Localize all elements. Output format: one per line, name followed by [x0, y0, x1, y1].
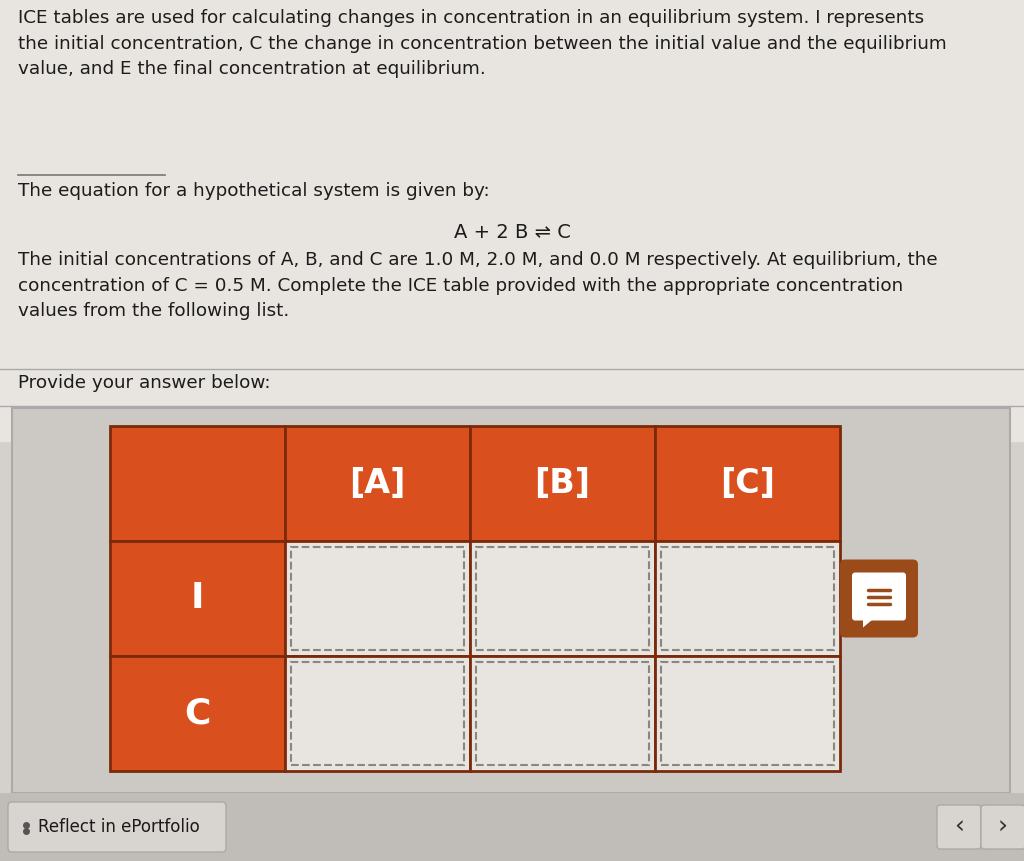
Bar [655, 426, 840, 541]
Bar [662, 662, 834, 765]
Bar [470, 656, 655, 771]
Text: The equation for a hypothetical system is given by:: The equation for a hypothetical system i… [18, 182, 489, 200]
Bar [12, 408, 1010, 793]
Bar [476, 547, 649, 650]
FancyBboxPatch shape [8, 802, 226, 852]
Bar [662, 547, 834, 650]
Text: C: C [184, 697, 211, 730]
Text: ‹: ‹ [954, 815, 964, 839]
Bar [291, 662, 464, 765]
Bar [0, 793, 1024, 861]
Bar [470, 426, 655, 541]
FancyBboxPatch shape [840, 560, 918, 637]
Bar [285, 656, 470, 771]
FancyBboxPatch shape [937, 805, 981, 849]
Bar [110, 426, 285, 541]
Text: ›: › [998, 815, 1008, 839]
FancyBboxPatch shape [852, 573, 906, 621]
Bar [655, 656, 840, 771]
Text: [B]: [B] [535, 467, 591, 500]
Text: Reflect in ePortfolio: Reflect in ePortfolio [38, 818, 200, 836]
Bar [291, 547, 464, 650]
Text: [C]: [C] [720, 467, 775, 500]
Text: Provide your answer below:: Provide your answer below: [18, 374, 270, 392]
Text: I: I [190, 581, 204, 616]
Bar [285, 426, 470, 541]
Bar [110, 541, 285, 656]
Bar [285, 541, 470, 656]
Bar [110, 656, 285, 771]
Bar [470, 541, 655, 656]
Text: The initial concentrations of A, B, and C are 1.0 M, 2.0 M, and 0.0 M respective: The initial concentrations of A, B, and … [18, 251, 938, 320]
Text: A + 2 B ⇌ C: A + 2 B ⇌ C [454, 223, 570, 242]
Text: ICE tables are used for calculating changes in concentration in an equilibrium s: ICE tables are used for calculating chan… [18, 9, 947, 78]
Polygon shape [863, 617, 874, 628]
Bar [655, 541, 840, 656]
Text: [A]: [A] [349, 467, 406, 500]
FancyBboxPatch shape [981, 805, 1024, 849]
Bar [0, 0, 1024, 441]
Bar [476, 662, 649, 765]
